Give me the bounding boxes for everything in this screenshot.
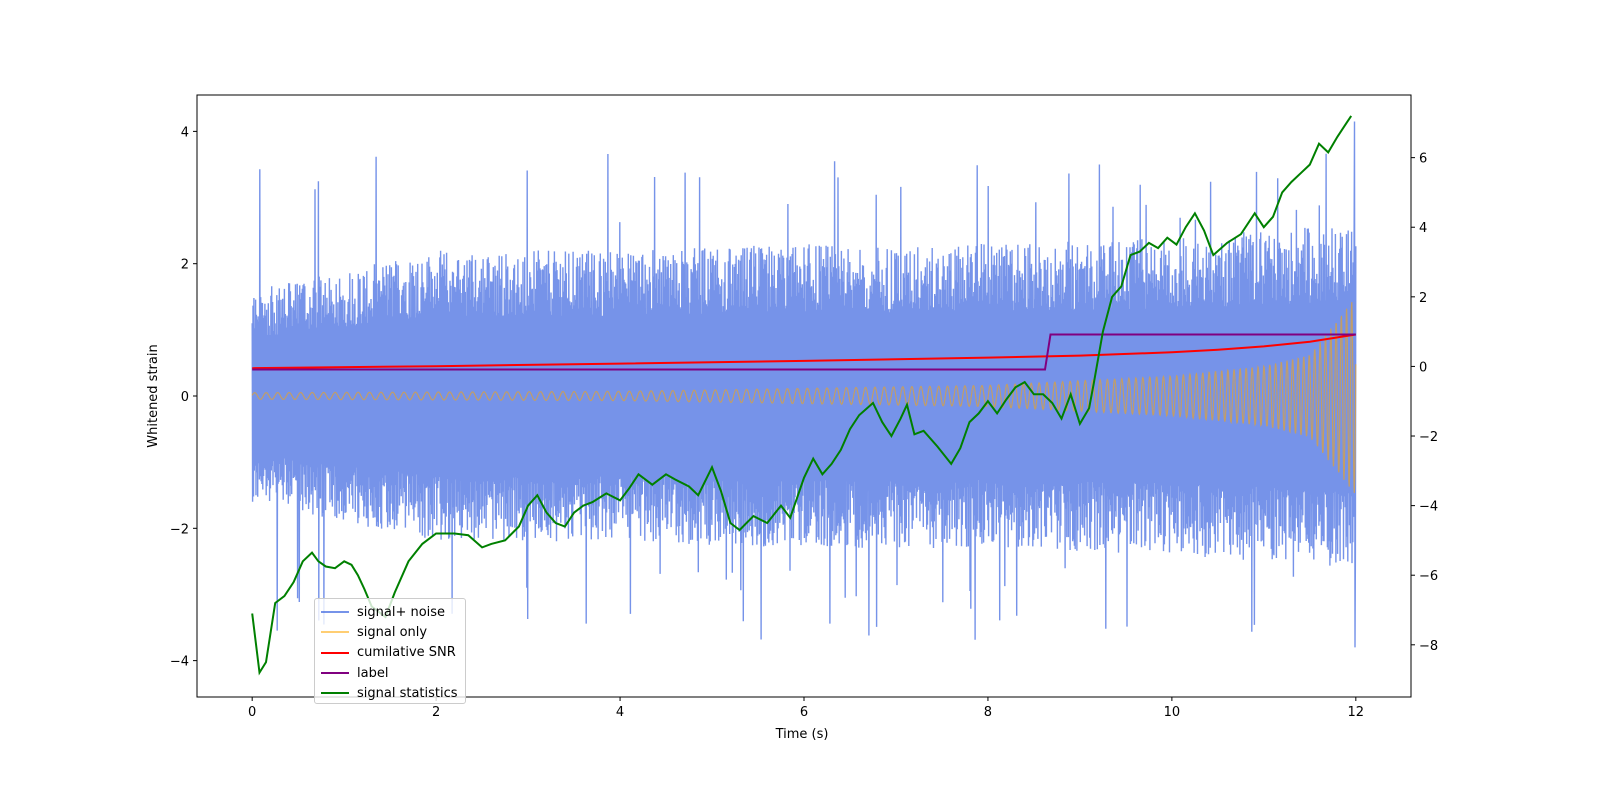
y2-tick-label: 6 [1419, 152, 1427, 167]
y2-tick-label: −6 [1419, 569, 1438, 584]
legend-item: label [321, 663, 465, 683]
y2-tick-label: 0 [1419, 360, 1427, 375]
legend-swatch [321, 651, 349, 654]
y2-tick-label: 2 [1419, 291, 1427, 306]
series-label [252, 333, 1356, 371]
plot-area [251, 115, 1357, 676]
series-signal-statistics [251, 115, 1353, 676]
legend-item: signal only [321, 622, 465, 642]
legend-label: signal+ noise [357, 604, 446, 620]
y-tick-label: 2 [181, 258, 189, 273]
x-tick-label: 4 [616, 705, 624, 720]
series-cumulative-snr [252, 333, 1356, 370]
x-tick-label: 8 [984, 705, 992, 720]
x-tick-label: 6 [800, 705, 808, 720]
x-tick-label: 0 [248, 705, 256, 720]
y-tick-label: 4 [181, 125, 189, 140]
legend-label: signal statistics [357, 685, 458, 701]
x-tick-label: 12 [1348, 705, 1365, 720]
axes: 0 2 4 6 8 10 12 −4 −2 0 2 4 −8 −6 −4 −2 0 2 4 6 [170, 125, 1438, 720]
y2-tick-label: −4 [1419, 500, 1438, 515]
legend-label: label [357, 665, 389, 681]
x-tick-label: 2 [432, 705, 440, 720]
legend-item: cumilative SNR [321, 643, 465, 663]
legend: signal+ noise signal only cumilative SNR la… [314, 598, 466, 704]
y2-tick-label: −2 [1419, 430, 1438, 445]
y-tick-label: −4 [170, 655, 189, 670]
legend-swatch [321, 672, 349, 675]
y-axis-label: Whitened strain [146, 344, 161, 447]
y-tick-label: −2 [170, 522, 189, 537]
legend-label: signal only [357, 624, 428, 640]
x-axis-label: Time (s) [775, 727, 829, 742]
series-signal-noise [251, 121, 1357, 648]
series-signal-only [251, 302, 1357, 494]
legend-swatch [321, 611, 349, 614]
legend-swatch [321, 631, 349, 634]
legend-item: signal statistics [321, 683, 465, 703]
legend-label: cumilative SNR [357, 645, 456, 661]
y2-tick-label: 4 [1419, 221, 1427, 236]
legend-item: signal+ noise [321, 602, 465, 622]
y2-tick-label: −8 [1419, 639, 1438, 654]
y-tick-label: 0 [181, 390, 189, 405]
x-tick-label: 10 [1164, 705, 1181, 720]
legend-swatch [321, 692, 349, 695]
